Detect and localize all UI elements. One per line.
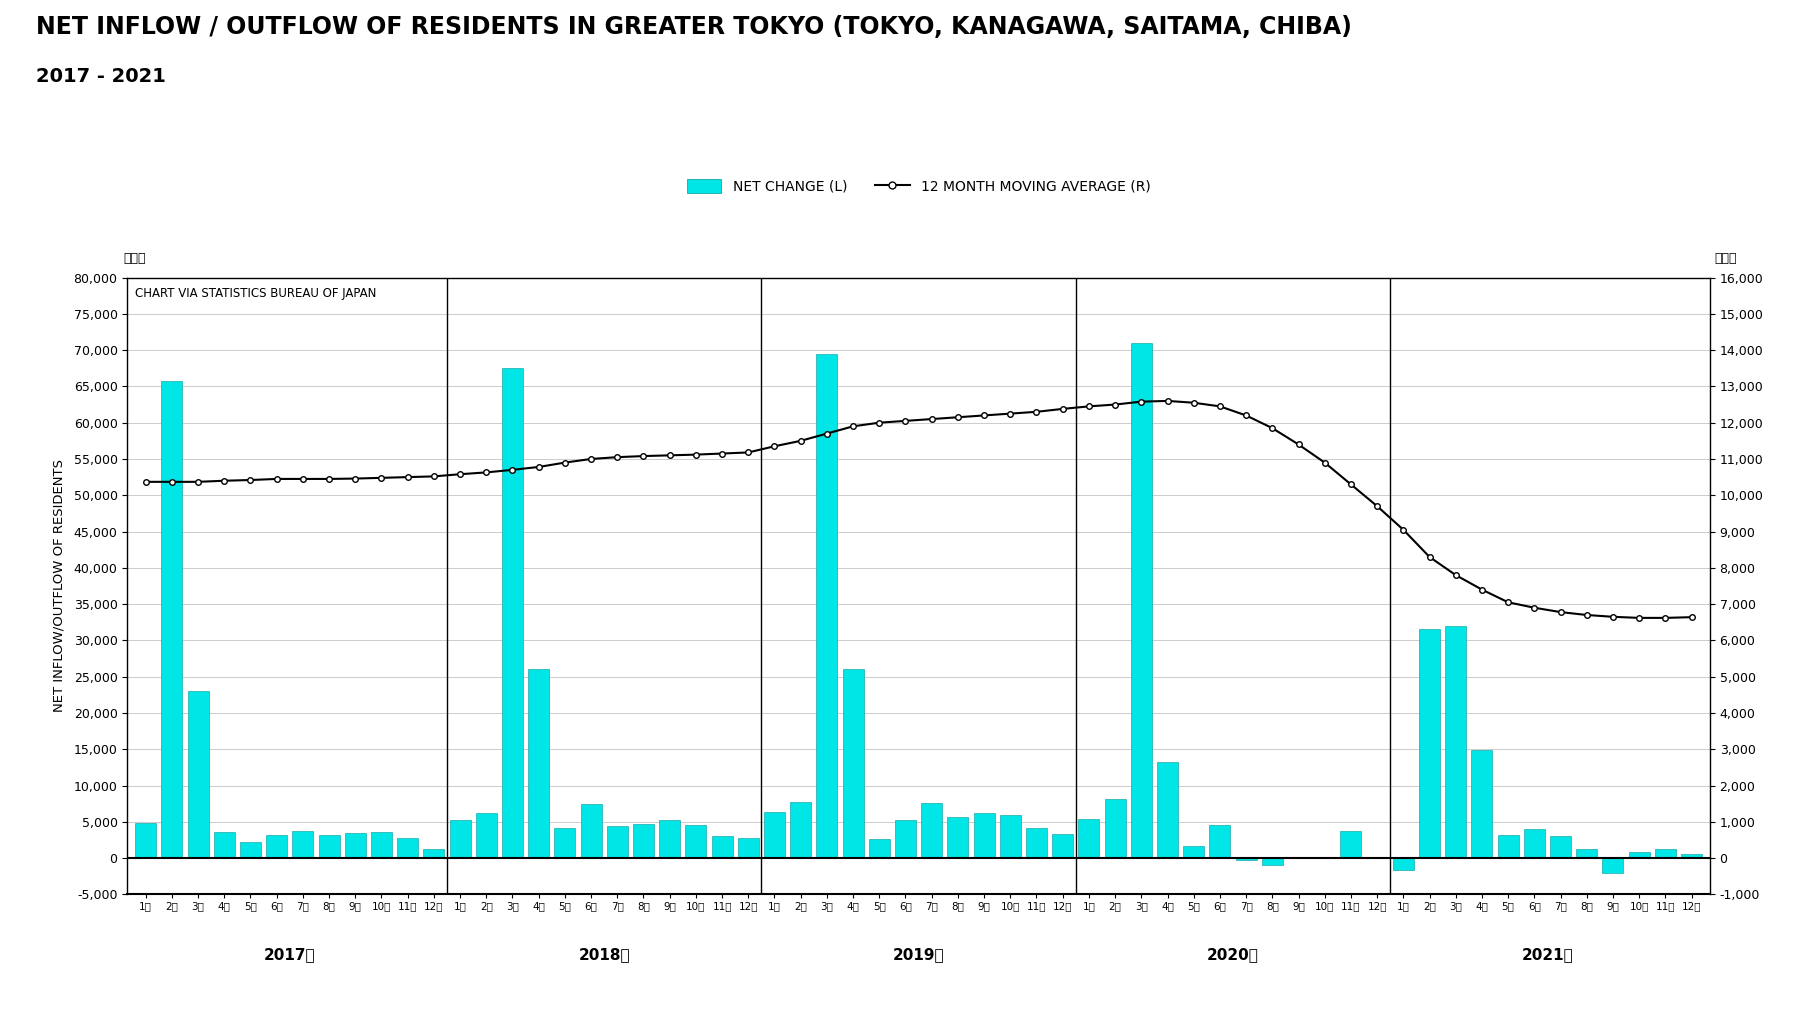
Bar: [1628, 851, 1650, 858]
Bar: [1313, 856, 1335, 858]
Bar: [608, 827, 628, 858]
Bar: [711, 837, 733, 858]
Bar: [346, 834, 366, 858]
Legend: NET CHANGE (L), 12 MONTH MOVING AVERAGE (R): NET CHANGE (L), 12 MONTH MOVING AVERAGE …: [680, 174, 1157, 199]
Bar: [1182, 846, 1204, 858]
Bar: [502, 368, 524, 858]
Bar: [686, 824, 706, 858]
Bar: [162, 380, 182, 858]
Bar: [240, 842, 260, 858]
Bar: [1210, 824, 1230, 858]
Bar: [371, 832, 391, 858]
Bar: [1419, 629, 1441, 858]
Text: 2017 - 2021: 2017 - 2021: [36, 67, 166, 85]
Text: 2021年: 2021年: [1521, 947, 1573, 962]
Text: NET INFLOW / OUTFLOW OF RESIDENTS IN GREATER TOKYO (TOKYO, KANAGAWA, SAITAMA, CH: NET INFLOW / OUTFLOW OF RESIDENTS IN GRE…: [36, 15, 1352, 39]
Bar: [555, 828, 575, 858]
Bar: [817, 354, 837, 858]
Bar: [424, 849, 444, 858]
Bar: [1051, 834, 1073, 858]
Bar: [842, 669, 864, 858]
Bar: [449, 819, 471, 858]
Bar: [739, 839, 759, 858]
Text: （人）: （人）: [1715, 252, 1737, 265]
Bar: [187, 691, 209, 858]
Bar: [1104, 800, 1126, 858]
Bar: [1603, 858, 1623, 874]
Bar: [1393, 858, 1413, 870]
Bar: [1472, 750, 1492, 858]
Bar: [318, 835, 340, 858]
Bar: [1026, 829, 1048, 858]
Bar: [1131, 343, 1151, 858]
Bar: [1577, 849, 1597, 858]
Bar: [1655, 849, 1675, 858]
Bar: [528, 669, 549, 858]
Bar: [973, 813, 995, 858]
Bar: [477, 813, 497, 858]
Bar: [293, 831, 313, 858]
Bar: [135, 822, 156, 858]
Bar: [764, 812, 786, 858]
Bar: [948, 817, 968, 858]
Bar: [658, 820, 680, 858]
Bar: [1262, 858, 1282, 865]
Bar: [789, 802, 811, 858]
Bar: [215, 832, 235, 858]
Bar: [920, 803, 942, 858]
Text: 2017年: 2017年: [264, 947, 315, 962]
Bar: [1079, 819, 1099, 858]
Bar: [1000, 815, 1020, 858]
Text: （人）: （人）: [124, 252, 146, 265]
Bar: [1550, 836, 1572, 858]
Bar: [895, 820, 917, 858]
Text: 2019年: 2019年: [893, 947, 944, 962]
Bar: [266, 835, 287, 858]
Text: CHART VIA STATISTICS BUREAU OF JAPAN: CHART VIA STATISTICS BUREAU OF JAPAN: [135, 287, 377, 300]
Bar: [580, 804, 602, 858]
Bar: [1157, 763, 1179, 858]
Bar: [1681, 853, 1703, 858]
Bar: [1524, 829, 1544, 858]
Y-axis label: NET INFLOW/OUTFLOW OF RESIDENTS: NET INFLOW/OUTFLOW OF RESIDENTS: [53, 460, 65, 712]
Bar: [1341, 832, 1361, 858]
Bar: [633, 824, 655, 858]
Bar: [1497, 835, 1519, 858]
Bar: [1235, 858, 1257, 860]
Bar: [397, 839, 418, 858]
Bar: [869, 839, 889, 858]
Text: 2018年: 2018年: [578, 947, 629, 962]
Bar: [1446, 626, 1466, 858]
Text: 2020年: 2020年: [1208, 947, 1259, 962]
